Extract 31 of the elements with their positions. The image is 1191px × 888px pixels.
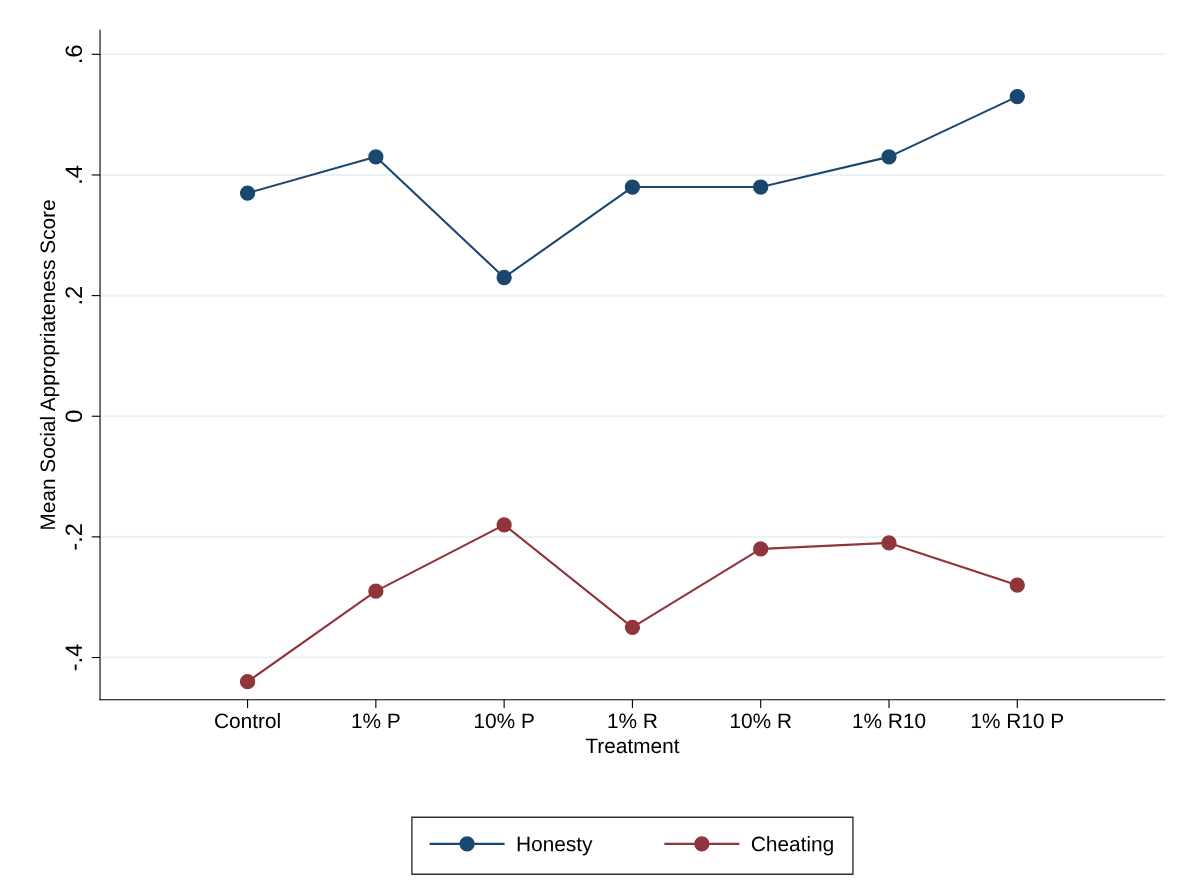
point (239, 674, 256, 690)
point (368, 149, 384, 165)
x-tick-label: 1% P (352, 713, 400, 729)
y-tick-label: -.2 (65, 524, 82, 550)
point (753, 541, 769, 557)
y-axis-title: Mean Social Appropriateness Score (39, 200, 60, 529)
point (496, 517, 512, 533)
x-tick-label: 1% R (608, 713, 657, 729)
x-tick-label: 1% R10 (853, 713, 926, 729)
point (1009, 577, 1025, 593)
x-tick-label: 10% R (731, 713, 791, 729)
x-axis-title: Treatment (585, 738, 680, 754)
legend-label: Cheating (751, 836, 833, 856)
point (753, 179, 769, 195)
point (624, 179, 641, 195)
point (1009, 88, 1025, 105)
point (368, 583, 384, 599)
point (881, 535, 897, 551)
y-tick-label: -.4 (65, 644, 82, 671)
x-tick-label: 10% P (475, 713, 534, 729)
point (624, 619, 641, 635)
y-tick-label: .2 (65, 286, 82, 304)
x-tick-label: 1% R10 P (971, 713, 1064, 729)
point (881, 149, 897, 165)
point (496, 269, 512, 286)
y-tick-label: .6 (65, 45, 83, 63)
y-tick-label: 0 (65, 410, 83, 422)
point (239, 185, 256, 201)
y-tick-label: .4 (65, 165, 82, 183)
legend-label: Honesty (517, 836, 593, 856)
x-tick-label: Control (215, 712, 280, 729)
